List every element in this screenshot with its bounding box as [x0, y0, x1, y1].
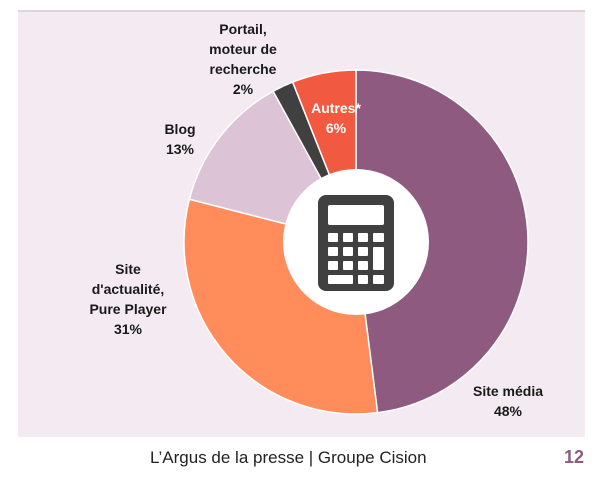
value-label: 48% [493, 403, 523, 419]
page-number: 12 [564, 447, 585, 467]
category-label: Site média [472, 383, 544, 399]
slice-label: Site d'actualité, Pure Player 31% [81, 259, 176, 339]
value-label: 31% [113, 321, 143, 337]
slice-label: Autres* 6% [296, 98, 376, 138]
category-label: Autres* [311, 100, 361, 116]
category-label: Blog [164, 121, 196, 137]
calculator-icon [318, 195, 394, 291]
category-label: Portail, moteur de recherche [209, 21, 277, 77]
value-label: 6% [325, 120, 347, 136]
slice-label: Blog 13% [140, 119, 220, 159]
slice-label: Portail, moteur de recherche 2% [201, 19, 286, 99]
value-label: 2% [232, 81, 254, 97]
slice-label: Site média 48% [453, 381, 563, 421]
value-label: 13% [165, 141, 195, 157]
category-label: Site d'actualité, Pure Player [89, 261, 167, 317]
footer-text: L’Argus de la presse | Groupe Cision [150, 448, 427, 467]
donut-slice [355, 69, 529, 414]
